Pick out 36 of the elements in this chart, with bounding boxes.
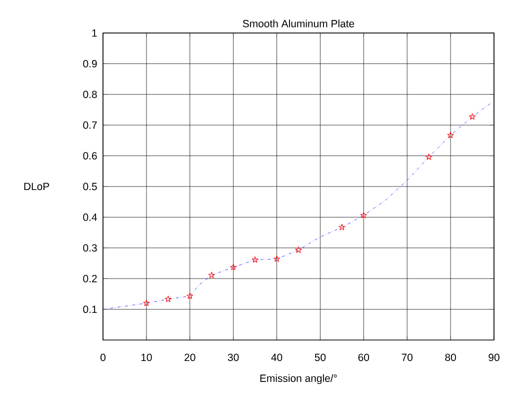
- y-tick-label: 0.4: [83, 214, 97, 221]
- point: [447, 132, 454, 138]
- x-tick-label: 70: [402, 354, 413, 362]
- x-tick-label: 20: [184, 354, 196, 362]
- point: [165, 296, 172, 302]
- point: [230, 264, 236, 270]
- point: [360, 212, 367, 218]
- x-tick-label: 10: [141, 354, 152, 362]
- y-tick-label: 0.5: [83, 182, 97, 190]
- point: [208, 272, 215, 278]
- x-tick-label: 40: [271, 354, 282, 362]
- x-tick-label: 90: [488, 354, 500, 362]
- x-tick-label: 60: [358, 354, 370, 362]
- y-tick-label: 0.8: [83, 90, 97, 98]
- point: [252, 256, 258, 263]
- point: [295, 246, 302, 253]
- y-tick-label: 0.3: [83, 244, 97, 252]
- chart-title: Smooth Aluminum Plate: [242, 20, 354, 28]
- point: [469, 114, 476, 120]
- y-tick-label: 0.1: [83, 306, 97, 314]
- point: [186, 292, 194, 299]
- point: [338, 224, 346, 230]
- x-tick-label: 30: [228, 354, 239, 362]
- x-axis-title: Emission angle/°: [260, 374, 337, 384]
- x-tick-label: 80: [445, 354, 456, 362]
- y-tick-label: 0.7: [83, 121, 97, 129]
- x-tick-label: 50: [314, 354, 326, 362]
- y-axis-title: DLoP: [24, 182, 50, 190]
- y-tick-label: 0.9: [83, 60, 97, 68]
- y-tick-label: 1: [92, 29, 97, 37]
- y-tick-label: 0.2: [83, 274, 97, 282]
- point: [143, 300, 150, 306]
- point: [274, 256, 280, 262]
- point: [426, 154, 432, 160]
- y-tick-label: 0.6: [83, 152, 97, 160]
- x-tick-label: 0: [100, 354, 106, 362]
